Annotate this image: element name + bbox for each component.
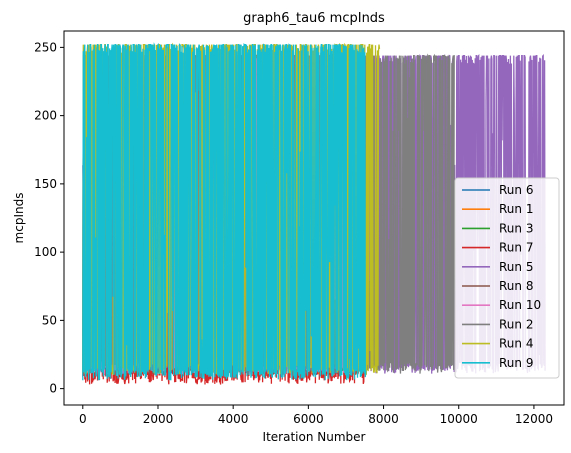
chart-title: graph6_tau6 mcpInds — [243, 11, 385, 26]
x-tick-label: 4000 — [218, 412, 249, 426]
y-axis-label: mcpInds — [12, 193, 26, 244]
y-tick-label: 50 — [42, 313, 57, 327]
legend-label: Run 4 — [499, 337, 533, 351]
x-tick-label: 6000 — [293, 412, 324, 426]
x-tick-label: 10000 — [440, 412, 478, 426]
x-tick-label: 2000 — [143, 412, 174, 426]
legend-label: Run 5 — [499, 260, 533, 274]
legend-label: Run 10 — [499, 298, 541, 312]
legend-label: Run 9 — [499, 356, 533, 370]
x-axis: 0 2000 4000 6000 8000 10000 12000 — [79, 405, 553, 426]
x-tick-label: 8000 — [368, 412, 399, 426]
plot-frame — [63, 30, 565, 406]
y-tick-label: 0 — [49, 382, 57, 396]
legend-label: Run 8 — [499, 279, 533, 293]
y-tick-label: 150 — [34, 177, 57, 191]
legend-label: Run 2 — [499, 317, 533, 331]
plot-area — [82, 42, 546, 385]
legend-label: Run 7 — [499, 241, 533, 255]
legend-label: Run 3 — [499, 221, 533, 235]
legend-label: Run 1 — [499, 202, 533, 216]
y-tick-label: 200 — [34, 109, 57, 123]
x-axis-label: Iteration Number — [263, 430, 366, 444]
legend-label: Run 6 — [499, 183, 533, 197]
y-tick-label: 100 — [34, 245, 57, 259]
legend: Run 6 Run 1 Run 3 Run 7 Run 5 Run 8 Run 10 Run … — [454, 177, 560, 379]
y-axis: 0 50 100 150 200 250 — [34, 40, 64, 396]
x-tick-label: 12000 — [515, 412, 553, 426]
series-line — [82, 42, 367, 381]
x-tick-label: 0 — [79, 412, 87, 426]
y-tick-label: 250 — [34, 40, 57, 54]
